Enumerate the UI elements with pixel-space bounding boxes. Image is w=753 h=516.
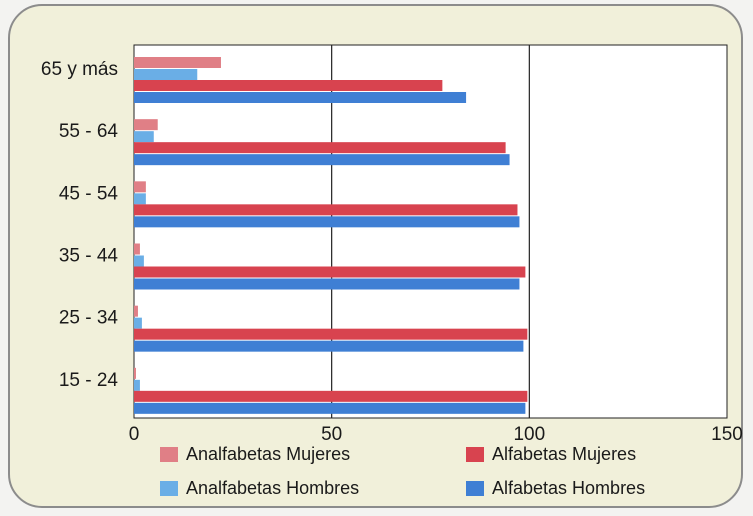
bar [134, 367, 136, 379]
gridlines [331, 45, 530, 418]
legend-label: Alfabetas Mujeres [492, 444, 636, 464]
bar [134, 390, 528, 402]
x-tick-label: 50 [321, 424, 342, 445]
bars [134, 57, 528, 414]
x-tick-label: 150 [711, 424, 743, 445]
legend-swatch [160, 447, 178, 462]
legend-label: Analfabetas Hombres [186, 478, 359, 498]
bar [134, 131, 154, 143]
y-tick-label: 35 - 44 [59, 246, 119, 267]
bar [134, 255, 144, 267]
bar [134, 216, 520, 228]
bar [134, 92, 467, 103]
bar [134, 305, 138, 317]
bar [134, 69, 198, 80]
axes: 65 y más 55 - 64 45 - 54 35 - 44 25 - 34 15 -… [41, 59, 743, 445]
bar [134, 57, 221, 68]
y-tick-label: 25 - 34 [59, 308, 119, 329]
y-tick-label: 15 - 24 [59, 370, 119, 391]
bar [134, 154, 510, 166]
legend-swatch [466, 447, 484, 462]
bar [134, 119, 158, 131]
legend-swatch [160, 481, 178, 496]
y-tick-label: 65 y más [41, 59, 118, 80]
legend-label: Alfabetas Hombres [492, 478, 645, 498]
legend-label: Analfabetas Mujeres [186, 444, 350, 464]
plot-area [133, 44, 728, 419]
bar [134, 340, 524, 352]
legend: Analfabetas Mujeres Analfabetas Hombres Al… [160, 444, 645, 498]
bar [134, 243, 140, 255]
x-tick-label: 0 [129, 424, 140, 445]
bar [134, 193, 146, 205]
bar [134, 278, 520, 290]
bar [134, 266, 526, 278]
y-tick-label: 55 - 64 [59, 121, 119, 142]
bar [134, 80, 443, 91]
bar [134, 379, 140, 391]
bar [134, 181, 146, 193]
bar [134, 142, 506, 154]
bar [134, 328, 528, 340]
x-tick-label: 100 [513, 424, 545, 445]
bar [134, 317, 142, 329]
legend-swatch [466, 481, 484, 496]
bar [134, 402, 526, 414]
y-tick-label: 45 - 54 [59, 183, 119, 204]
bar [134, 204, 518, 216]
